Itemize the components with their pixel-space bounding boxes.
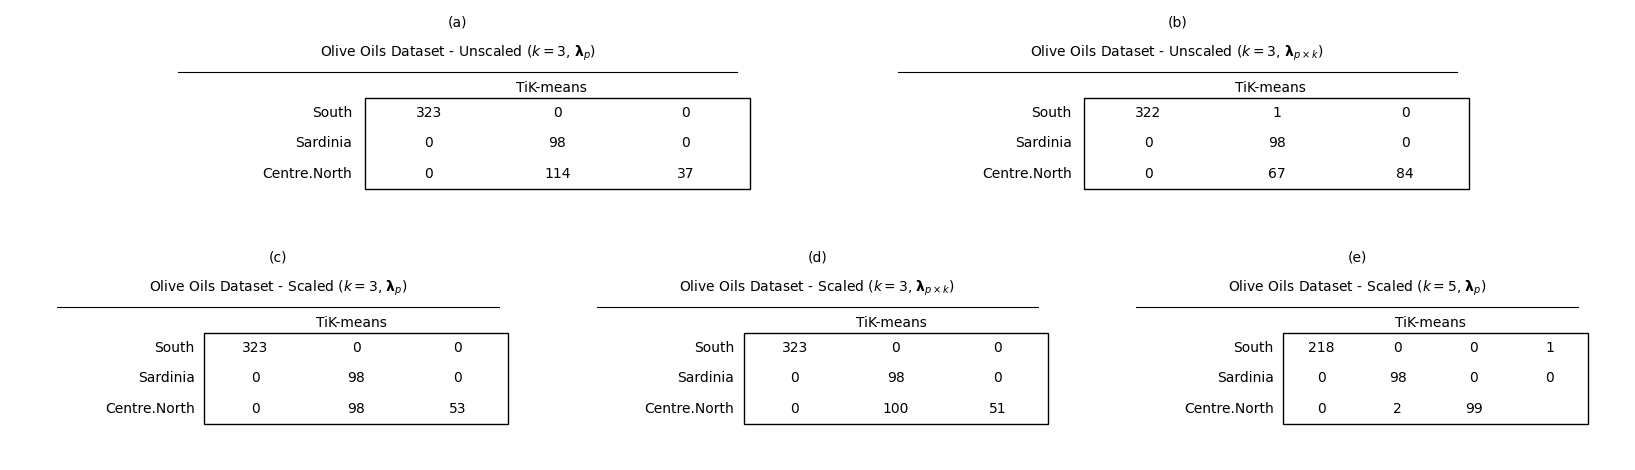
- Text: 51: 51: [989, 402, 1006, 415]
- Text: (c): (c): [268, 251, 288, 265]
- Text: 0: 0: [1470, 371, 1478, 385]
- Text: 98: 98: [1267, 136, 1285, 150]
- Text: 323: 323: [782, 341, 808, 355]
- Text: South: South: [1233, 341, 1274, 355]
- Text: 98: 98: [888, 371, 904, 385]
- Text: TiK-means: TiK-means: [316, 316, 387, 330]
- Text: 99: 99: [1465, 402, 1483, 415]
- Text: 1: 1: [1272, 106, 1282, 120]
- Text: Sardinia: Sardinia: [1216, 371, 1274, 385]
- Text: 0: 0: [1545, 371, 1553, 385]
- Text: 2: 2: [1393, 402, 1401, 415]
- Text: 0: 0: [992, 341, 1002, 355]
- Text: 323: 323: [415, 106, 441, 120]
- Text: 98: 98: [348, 371, 365, 385]
- Text: 114: 114: [544, 167, 571, 180]
- Text: 0: 0: [352, 341, 361, 355]
- Text: Olive Oils Dataset - Scaled ($k = 5$, $\boldsymbol{\lambda}_p$): Olive Oils Dataset - Scaled ($k = 5$, $\…: [1228, 279, 1486, 298]
- Text: 0: 0: [453, 371, 463, 385]
- Text: 0: 0: [250, 402, 260, 415]
- Text: Sardinia: Sardinia: [137, 371, 195, 385]
- Text: 98: 98: [548, 136, 566, 150]
- Text: TiK-means: TiK-means: [1395, 316, 1467, 330]
- Text: 0: 0: [790, 371, 800, 385]
- Text: Olive Oils Dataset - Scaled ($k = 3$, $\boldsymbol{\lambda}_p$): Olive Oils Dataset - Scaled ($k = 3$, $\…: [149, 279, 407, 298]
- Text: 323: 323: [242, 341, 268, 355]
- Text: 98: 98: [348, 402, 365, 415]
- Text: South: South: [312, 106, 352, 120]
- Text: TiK-means: TiK-means: [515, 81, 587, 95]
- Text: South: South: [154, 341, 195, 355]
- Text: South: South: [1032, 106, 1071, 120]
- Text: 0: 0: [1470, 341, 1478, 355]
- Text: Centre.North: Centre.North: [1184, 402, 1274, 415]
- Text: 67: 67: [1267, 167, 1285, 180]
- Text: 37: 37: [677, 167, 695, 180]
- Text: Centre.North: Centre.North: [105, 402, 195, 415]
- Text: Sardinia: Sardinia: [677, 371, 734, 385]
- Text: (d): (d): [808, 251, 827, 265]
- Text: 1: 1: [1545, 341, 1553, 355]
- Text: 0: 0: [425, 136, 433, 150]
- Text: 0: 0: [553, 106, 561, 120]
- Text: 0: 0: [250, 371, 260, 385]
- Text: 100: 100: [883, 402, 909, 415]
- Text: 0: 0: [1401, 106, 1409, 120]
- Text: South: South: [693, 341, 734, 355]
- Text: 0: 0: [1393, 341, 1401, 355]
- Text: 53: 53: [450, 402, 466, 415]
- Text: 0: 0: [682, 136, 690, 150]
- Text: 322: 322: [1135, 106, 1161, 120]
- Text: Olive Oils Dataset - Unscaled ($k = 3$, $\boldsymbol{\lambda}_{p\times k}$): Olive Oils Dataset - Unscaled ($k = 3$, …: [1030, 44, 1324, 63]
- Text: Centre.North: Centre.North: [263, 167, 352, 180]
- Text: Centre.North: Centre.North: [983, 167, 1071, 180]
- Text: (a): (a): [448, 16, 468, 30]
- Text: 0: 0: [453, 341, 463, 355]
- Text: 0: 0: [1318, 371, 1326, 385]
- Text: (e): (e): [1347, 251, 1367, 265]
- Text: 0: 0: [1401, 136, 1409, 150]
- Text: Centre.North: Centre.North: [644, 402, 734, 415]
- Text: 98: 98: [1388, 371, 1406, 385]
- Text: 0: 0: [790, 402, 800, 415]
- Text: Sardinia: Sardinia: [296, 136, 352, 150]
- Text: 0: 0: [992, 371, 1002, 385]
- Text: 0: 0: [1318, 402, 1326, 415]
- Text: 84: 84: [1396, 167, 1414, 180]
- Text: (b): (b): [1167, 16, 1187, 30]
- Text: TiK-means: TiK-means: [1234, 81, 1306, 95]
- Text: TiK-means: TiK-means: [855, 316, 927, 330]
- Text: 0: 0: [891, 341, 901, 355]
- Text: 0: 0: [1144, 167, 1153, 180]
- Text: Olive Oils Dataset - Unscaled ($k = 3$, $\boldsymbol{\lambda}_p$): Olive Oils Dataset - Unscaled ($k = 3$, …: [320, 44, 595, 63]
- Text: 0: 0: [682, 106, 690, 120]
- Text: Olive Oils Dataset - Scaled ($k = 3$, $\boldsymbol{\lambda}_{p\times k}$): Olive Oils Dataset - Scaled ($k = 3$, $\…: [680, 279, 955, 298]
- Text: 0: 0: [1144, 136, 1153, 150]
- Text: Sardinia: Sardinia: [1015, 136, 1071, 150]
- Text: 0: 0: [425, 167, 433, 180]
- Text: 218: 218: [1308, 341, 1334, 355]
